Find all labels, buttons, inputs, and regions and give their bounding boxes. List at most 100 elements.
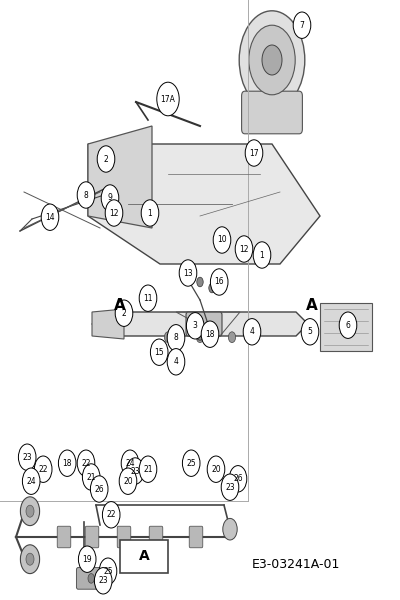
Circle shape <box>213 227 231 253</box>
Circle shape <box>20 497 40 526</box>
Text: 13: 13 <box>183 269 193 277</box>
Circle shape <box>141 200 159 226</box>
Text: 24: 24 <box>125 458 135 468</box>
Text: 23: 23 <box>225 482 235 492</box>
Circle shape <box>185 268 191 278</box>
Circle shape <box>195 326 205 340</box>
FancyBboxPatch shape <box>242 91 302 134</box>
Circle shape <box>99 558 117 584</box>
Circle shape <box>229 466 247 492</box>
FancyBboxPatch shape <box>189 526 203 548</box>
Text: 11: 11 <box>143 293 153 302</box>
Circle shape <box>243 319 261 345</box>
Circle shape <box>239 11 305 109</box>
Text: 25: 25 <box>103 566 113 576</box>
Text: 10: 10 <box>217 235 227 245</box>
Polygon shape <box>92 309 124 339</box>
FancyBboxPatch shape <box>57 526 71 548</box>
FancyBboxPatch shape <box>117 526 131 548</box>
Text: 8: 8 <box>174 334 178 342</box>
Circle shape <box>26 505 34 517</box>
Text: 1: 1 <box>148 208 152 217</box>
Circle shape <box>221 474 239 500</box>
Circle shape <box>223 518 237 540</box>
Circle shape <box>207 456 225 482</box>
Circle shape <box>167 349 185 375</box>
Circle shape <box>126 458 144 484</box>
FancyBboxPatch shape <box>85 526 99 548</box>
Circle shape <box>262 45 282 75</box>
Text: 4: 4 <box>250 328 254 336</box>
Text: 23: 23 <box>22 452 32 462</box>
Circle shape <box>245 140 263 166</box>
Text: 1: 1 <box>260 251 264 259</box>
Text: 23: 23 <box>98 576 108 586</box>
Circle shape <box>102 502 120 528</box>
Circle shape <box>139 285 157 311</box>
Text: 7: 7 <box>300 20 304 29</box>
Circle shape <box>157 82 179 116</box>
Circle shape <box>94 568 112 594</box>
Circle shape <box>119 468 137 494</box>
Text: 8: 8 <box>84 191 88 199</box>
Circle shape <box>209 283 215 293</box>
Text: 3: 3 <box>193 322 198 330</box>
Circle shape <box>90 476 108 502</box>
Circle shape <box>228 332 236 343</box>
Circle shape <box>22 468 40 494</box>
Text: 18: 18 <box>62 458 72 468</box>
Text: 23: 23 <box>130 467 140 475</box>
Text: A: A <box>139 550 149 563</box>
Text: 20: 20 <box>123 476 133 486</box>
FancyBboxPatch shape <box>120 540 168 573</box>
Text: 4: 4 <box>174 357 178 366</box>
Polygon shape <box>88 126 152 228</box>
Circle shape <box>97 146 115 172</box>
Text: 22: 22 <box>106 510 116 520</box>
Circle shape <box>210 269 228 295</box>
Text: 26: 26 <box>233 474 243 484</box>
FancyBboxPatch shape <box>76 568 106 589</box>
Circle shape <box>164 332 172 343</box>
Text: 21: 21 <box>143 464 153 474</box>
Circle shape <box>34 456 52 482</box>
Text: 12: 12 <box>109 208 119 217</box>
Text: A: A <box>306 298 318 313</box>
Text: 6: 6 <box>346 320 350 329</box>
Circle shape <box>339 312 357 338</box>
Text: 22: 22 <box>81 458 91 468</box>
Text: 25: 25 <box>186 458 196 468</box>
Circle shape <box>235 236 253 262</box>
Circle shape <box>186 313 204 339</box>
Circle shape <box>217 280 223 290</box>
Circle shape <box>58 450 76 476</box>
Text: 21: 21 <box>86 473 96 481</box>
Circle shape <box>121 450 139 476</box>
Text: 12: 12 <box>239 245 249 253</box>
Polygon shape <box>88 144 320 264</box>
Circle shape <box>139 456 157 482</box>
Polygon shape <box>320 303 372 351</box>
Circle shape <box>78 546 96 572</box>
Circle shape <box>105 200 123 226</box>
Circle shape <box>26 553 34 565</box>
Circle shape <box>150 339 168 365</box>
Text: 17A: 17A <box>160 94 176 103</box>
Circle shape <box>201 321 219 347</box>
Circle shape <box>77 182 95 208</box>
Circle shape <box>88 574 94 583</box>
Circle shape <box>41 204 59 230</box>
Text: E3-03241A-01: E3-03241A-01 <box>252 557 340 571</box>
Circle shape <box>197 277 203 287</box>
Text: 19: 19 <box>82 554 92 564</box>
FancyBboxPatch shape <box>186 312 222 336</box>
Text: 9: 9 <box>108 193 112 202</box>
Text: 15: 15 <box>154 348 164 356</box>
Polygon shape <box>92 312 308 336</box>
Circle shape <box>115 300 133 326</box>
Circle shape <box>196 332 204 343</box>
Circle shape <box>301 319 319 345</box>
Text: 14: 14 <box>45 212 55 221</box>
Circle shape <box>18 444 36 470</box>
Text: 24: 24 <box>26 476 36 486</box>
